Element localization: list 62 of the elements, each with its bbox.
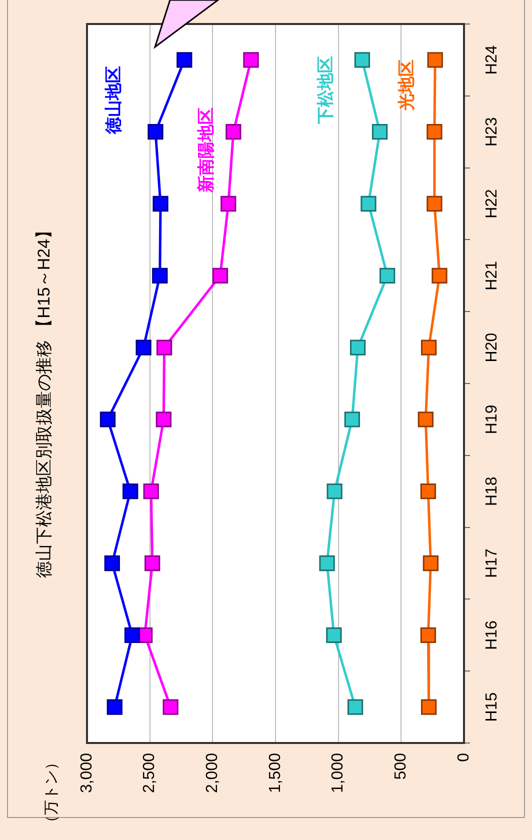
point — [326, 484, 342, 500]
point — [226, 124, 242, 140]
x-tick-label: 3,000 — [78, 752, 96, 794]
point — [100, 412, 116, 428]
text: 光地区 — [396, 59, 416, 112]
point — [422, 555, 439, 572]
point — [347, 699, 364, 715]
y-tick-label: H20 — [483, 332, 500, 362]
point — [420, 627, 436, 643]
point — [354, 52, 370, 68]
x-tick-label: 2,000 — [204, 752, 222, 794]
point — [136, 340, 152, 356]
point — [176, 52, 192, 68]
text: 下松地区 — [316, 56, 335, 125]
point — [427, 52, 443, 68]
point — [122, 484, 138, 500]
y-tick-label: H17 — [483, 548, 500, 578]
point — [420, 484, 436, 500]
point — [432, 268, 448, 284]
point — [143, 484, 159, 500]
x-tick-label: 0 — [455, 752, 472, 762]
point — [344, 412, 360, 428]
text: 徳山地区 — [104, 66, 124, 135]
point — [148, 124, 164, 140]
y-tick-label: H18 — [483, 476, 500, 506]
x-tick-label: 2,500 — [141, 752, 158, 794]
point — [380, 268, 396, 284]
point — [418, 412, 434, 428]
point — [104, 555, 120, 572]
y-tick-label: H16 — [483, 620, 500, 650]
point — [420, 340, 437, 356]
point — [243, 52, 259, 68]
point — [144, 555, 160, 572]
point — [152, 268, 168, 284]
point — [220, 196, 236, 212]
point — [420, 699, 437, 715]
point — [212, 268, 228, 284]
point — [372, 124, 388, 140]
text: 徳山下松港地区別取扱量の推移 【H15～H24】 — [34, 222, 54, 578]
point — [106, 699, 122, 715]
y-tick-label: H15 — [483, 692, 500, 722]
y-tick-label: H22 — [483, 188, 500, 218]
x-tick-label: 1,000 — [330, 752, 347, 794]
point — [426, 196, 442, 212]
point — [156, 412, 172, 428]
text: 新南陽地区 — [196, 107, 216, 194]
point — [319, 555, 335, 572]
text: （万トン） — [43, 755, 60, 830]
point — [124, 627, 140, 643]
point — [426, 124, 442, 140]
x-tick-label: 500 — [392, 752, 410, 780]
y-tick-label: H21 — [483, 260, 500, 290]
point — [326, 627, 342, 643]
point — [152, 196, 168, 212]
point — [350, 340, 366, 356]
y-tick-label: H19 — [483, 404, 500, 434]
point — [360, 196, 376, 212]
y-tick-label: H23 — [483, 117, 500, 147]
point — [156, 340, 172, 356]
y-tick-label: H24 — [483, 45, 500, 75]
x-tick-label: 1,500 — [266, 752, 284, 794]
point — [162, 699, 178, 715]
